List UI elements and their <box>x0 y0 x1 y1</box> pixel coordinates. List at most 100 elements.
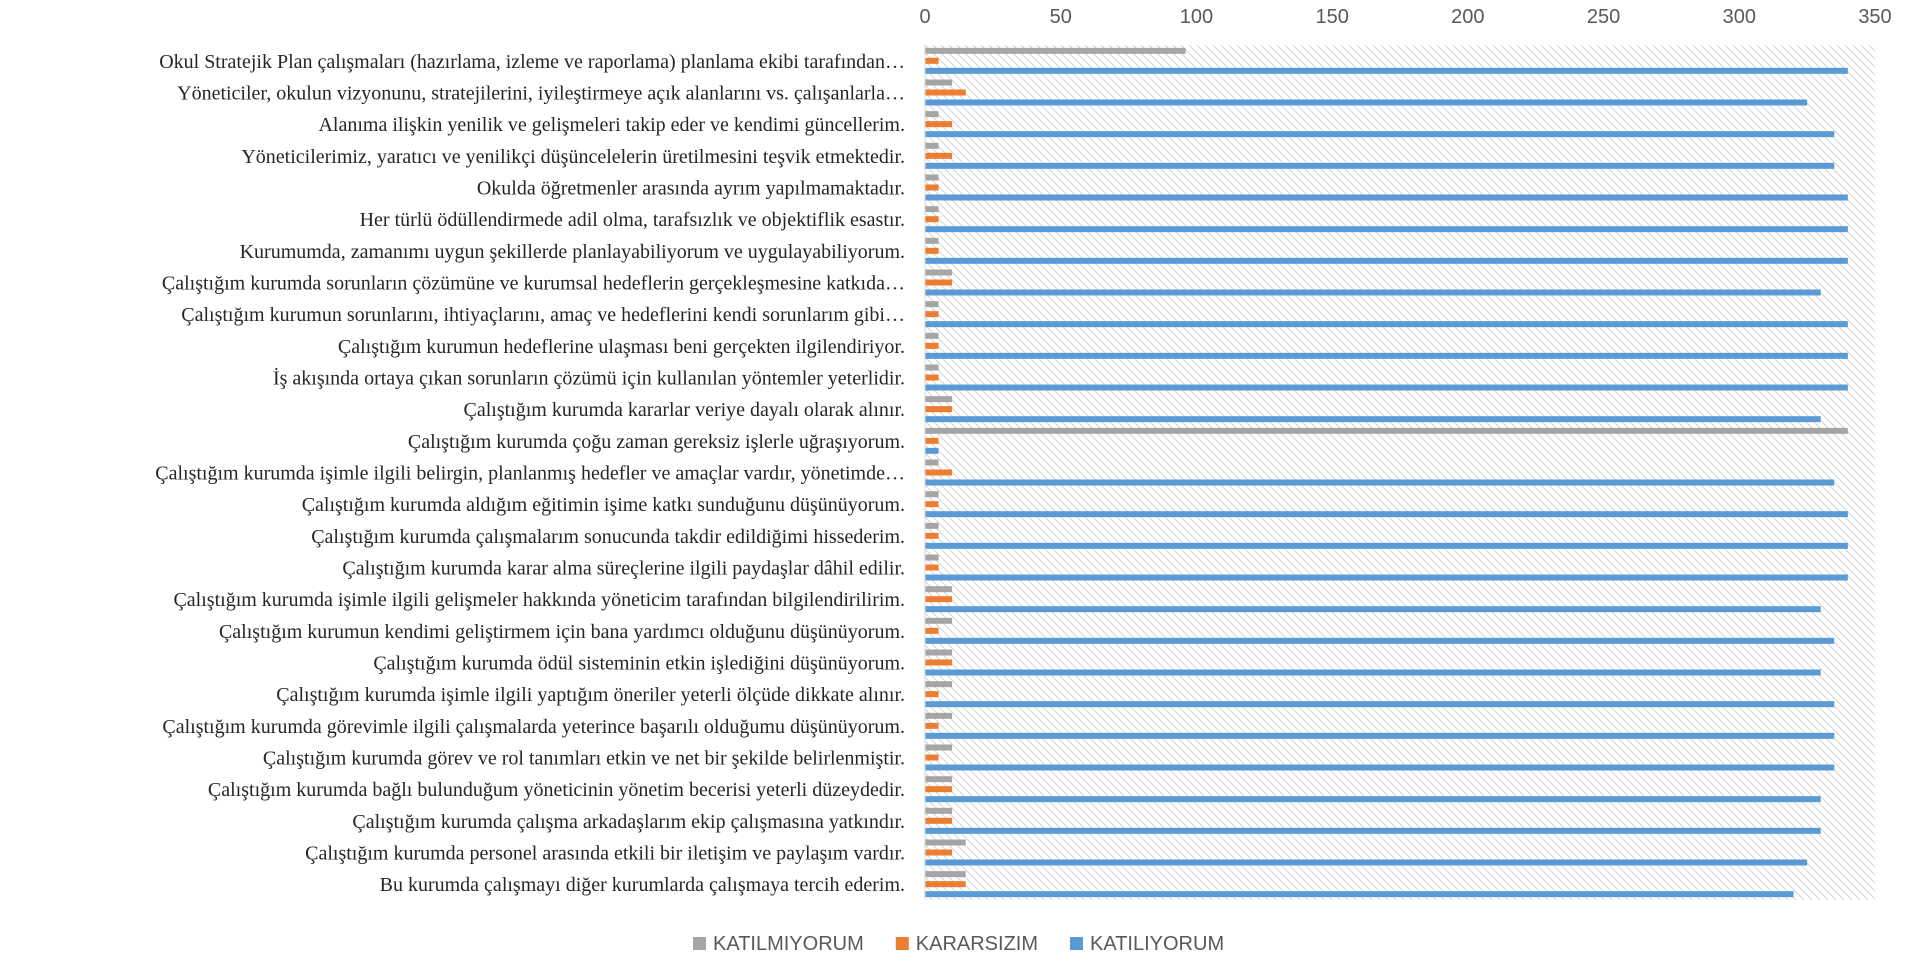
category-label: Çalıştığım kurumun kendimi geliştirmem i… <box>219 621 905 643</box>
bar <box>925 701 1835 708</box>
bar <box>925 871 966 878</box>
bar <box>925 669 1821 676</box>
bar <box>925 511 1848 518</box>
bar <box>925 289 1821 296</box>
legend-label: KATILIYORUM <box>1090 933 1224 955</box>
bar <box>925 396 953 403</box>
category-labels: Okul Stratejik Plan çalışmaları (hazırla… <box>155 51 905 896</box>
bar <box>925 162 1835 169</box>
category-label: Çalıştığım kurumda sorunların çözümüne v… <box>162 273 905 295</box>
category-label: Çalıştığım kurumda çoğu zaman gereksiz i… <box>408 431 905 453</box>
bar <box>925 416 1821 423</box>
bar <box>925 859 1808 866</box>
bar <box>925 364 939 371</box>
bar <box>925 226 1848 233</box>
category-label: Çalıştığım kurumda karar alma süreçlerin… <box>342 558 905 580</box>
bar <box>925 342 939 349</box>
x-tick-label: 200 <box>1451 6 1484 28</box>
bar <box>925 301 939 308</box>
bar <box>925 332 939 339</box>
bar <box>925 479 1835 486</box>
bar <box>925 574 1848 581</box>
category-label: Çalıştığım kurumda işimle ilgili yaptığı… <box>276 684 905 706</box>
bar <box>925 142 939 149</box>
category-label: Çalıştığım kurumun sorunlarını, ihtiyaçl… <box>181 304 905 326</box>
bar <box>925 586 953 593</box>
x-tick-label: 250 <box>1587 6 1620 28</box>
bar <box>925 712 953 719</box>
bar <box>925 67 1848 74</box>
category-label: Çalıştığım kurumda çalışma arkadaşlarım … <box>352 811 905 833</box>
category-label: Okulda öğretmenler arasında ayrım yapılm… <box>477 178 905 200</box>
category-label: Çalıştığım kurumda çalışmalarım sonucund… <box>311 526 905 548</box>
bar <box>925 79 953 86</box>
bar <box>925 447 939 454</box>
bar <box>925 174 939 181</box>
x-tick-label: 50 <box>1050 6 1072 28</box>
bar <box>925 374 939 381</box>
bar <box>925 681 953 688</box>
bar <box>925 722 939 729</box>
bar <box>925 194 1848 201</box>
bar <box>925 184 939 191</box>
bar <box>925 596 953 603</box>
category-label: Çalıştığım kurumda personel arasında etk… <box>305 843 905 865</box>
category-label: Okul Stratejik Plan çalışmaları (hazırla… <box>159 51 905 73</box>
bar <box>925 564 939 571</box>
bar <box>925 839 966 846</box>
bar <box>925 237 939 244</box>
category-label: Çalıştığım kurumda işimle ilgili belirgi… <box>155 463 905 485</box>
category-label: Her türlü ödüllendirmede adil olma, tara… <box>360 209 905 231</box>
category-label: Bu kurumda çalışmayı diğer kurumlarda ça… <box>380 874 905 896</box>
bar <box>925 206 939 213</box>
category-label: Çalıştığım kurumda kararlar veriye dayal… <box>463 399 905 421</box>
legend: KATILMIYORUM KARARSIZIM KATILIYORUM <box>693 933 1224 955</box>
bar <box>925 131 1835 138</box>
bar <box>925 121 953 128</box>
bar <box>925 827 1821 834</box>
bar <box>925 57 939 64</box>
bar <box>925 554 939 561</box>
bar <box>925 744 953 751</box>
bar <box>925 522 939 529</box>
bar <box>925 321 1848 328</box>
category-label: Çalıştığım kurumda işimle ilgili gelişme… <box>173 589 905 611</box>
x-tick-label: 350 <box>1858 6 1891 28</box>
category-label: İş akışında ortaya çıkan sorunların çözü… <box>273 367 905 390</box>
legend-label: KARARSIZIM <box>916 933 1038 955</box>
x-tick-label: 150 <box>1315 6 1348 28</box>
legend-swatch <box>1070 937 1084 950</box>
bar <box>925 99 1808 106</box>
bar <box>925 881 966 888</box>
bar <box>925 817 953 824</box>
bar <box>925 459 939 466</box>
bar <box>925 501 939 508</box>
bar <box>925 754 939 761</box>
bar <box>925 352 1848 359</box>
bar <box>925 216 939 223</box>
bar <box>925 796 1821 803</box>
category-label: Yöneticilerimiz, yaratıcı ve yenilikçi d… <box>241 146 905 168</box>
bar <box>925 257 1848 264</box>
legend-swatch <box>895 937 909 950</box>
bar <box>925 691 939 698</box>
bar <box>925 764 1835 771</box>
bar <box>925 807 953 814</box>
category-label: Kurumumda, zamanımı uygun şekillerde pla… <box>240 241 905 263</box>
bar <box>925 311 939 318</box>
bar <box>925 776 953 783</box>
bar <box>925 247 939 254</box>
x-tick-label: 100 <box>1180 6 1213 28</box>
bar <box>925 47 1186 54</box>
bar <box>925 437 939 444</box>
bar <box>925 617 953 624</box>
bar <box>925 532 939 539</box>
bar <box>925 279 953 286</box>
bar <box>925 606 1821 613</box>
bar <box>925 637 1835 644</box>
bar <box>925 406 953 413</box>
x-tick-label: 0 <box>919 6 930 28</box>
legend-label: KATILMIYORUM <box>713 933 864 955</box>
